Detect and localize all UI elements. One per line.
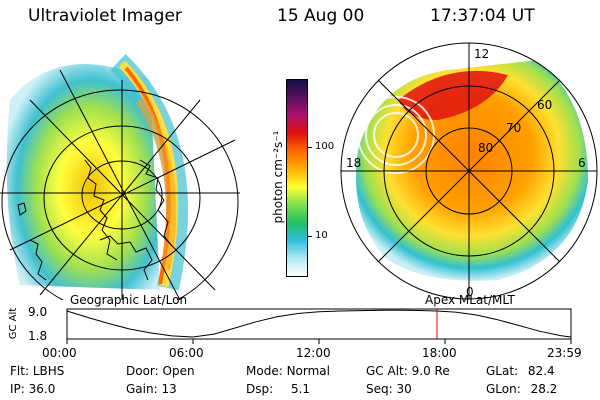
status-door-value: Open [162, 364, 195, 378]
timeline-xtick-0000: 00:00 [42, 346, 77, 360]
mlt-label-0: 0 [466, 285, 474, 299]
status-seq: Seq: 30 [366, 382, 412, 396]
polar-plot: 12 0 18 6 60 70 80 [340, 42, 598, 300]
status-ip: IP: 36.0 [10, 382, 55, 396]
colorbar-gradient [287, 80, 307, 276]
altitude-curve [66, 309, 571, 338]
status-mode: Mode: Normal [246, 364, 330, 378]
status-gcalt-value: 9.0 Re [411, 364, 450, 378]
status-flt: Flt: LBHS [10, 364, 64, 378]
status-door: Door: Open [126, 364, 195, 378]
status-mode-value: Normal [286, 364, 330, 378]
timeline-xtick-0600: 06:00 [169, 346, 204, 360]
instrument-title: Ultraviolet Imager [28, 6, 182, 26]
colorbar [286, 79, 308, 277]
coastlines [17, 159, 173, 281]
mlt-label-6: 6 [578, 156, 586, 170]
status-mode-label: Mode: [246, 364, 283, 378]
mlat-label-60: 60 [537, 98, 552, 112]
status-dsp: Dsp: 5.1 [246, 382, 310, 396]
limb-glow-inner [135, 97, 177, 271]
status-dsp-value: 5.1 [290, 382, 311, 396]
altitude-timeline [66, 308, 572, 344]
status-glon-value: 28.2 [530, 382, 558, 396]
status-ip-value: 36.0 [28, 382, 56, 396]
polar-bright-spot [398, 70, 508, 120]
status-glat-value: 82.4 [527, 364, 555, 378]
timeline-frame [66, 308, 572, 340]
geographic-image [0, 54, 240, 300]
status-flt-value: LBHS [32, 364, 65, 378]
colorbar-tick-10 [307, 236, 312, 237]
mlt-label-12: 12 [474, 47, 489, 61]
mlat-label-80: 80 [478, 141, 493, 155]
timeline-xtick-2359: 23:59 [547, 346, 582, 360]
status-gain: Gain: 13 [126, 382, 177, 396]
status-gcalt: GC Alt: 9.0 Re [366, 364, 450, 378]
colorbar-tick-100 [307, 147, 312, 148]
geo-grid [0, 69, 240, 300]
colorbar-unit-label: photon cm⁻²s⁻¹ [271, 130, 285, 224]
status-gcalt-label: GC Alt: [366, 364, 408, 378]
status-glon: GLon: 28.2 [486, 382, 557, 396]
timeline-ticks [66, 339, 572, 344]
timeline-left-caption: Geographic Lat/Lon [70, 293, 188, 307]
observation-date: 15 Aug 00 [277, 6, 365, 26]
colorbar-label-10: 10 [315, 230, 328, 241]
status-glat-label: GLat: [486, 364, 519, 378]
timeline-ytick-min: 1.8 [28, 329, 48, 343]
status-flt-label: Flt: [10, 364, 29, 378]
status-glon-label: GLon: [486, 382, 521, 396]
mlat-label-70: 70 [506, 121, 521, 135]
timeline-xtick-1200: 12:00 [296, 346, 331, 360]
timeline-ytick-max: 9.0 [28, 305, 48, 319]
status-ip-label: IP: [10, 382, 25, 396]
status-dsp-label: Dsp: [246, 382, 274, 396]
status-gain-value: 13 [161, 382, 177, 396]
observation-time: 17:37:04 UT [430, 6, 535, 26]
status-seq-label: Seq: [366, 382, 393, 396]
status-seq-value: 30 [396, 382, 412, 396]
status-door-label: Door: [126, 364, 159, 378]
timeline-right-caption: Apex MLat/MLT [425, 293, 515, 307]
polar-grid [340, 42, 598, 300]
timeline-xtick-1800: 18:00 [422, 346, 457, 360]
status-gain-label: Gain: [126, 382, 158, 396]
polar-edge-arcs [357, 96, 435, 174]
colorbar-label-100: 100 [315, 141, 335, 152]
status-glat: GLat: 82.4 [486, 364, 555, 378]
mlt-label-18: 18 [346, 156, 361, 170]
